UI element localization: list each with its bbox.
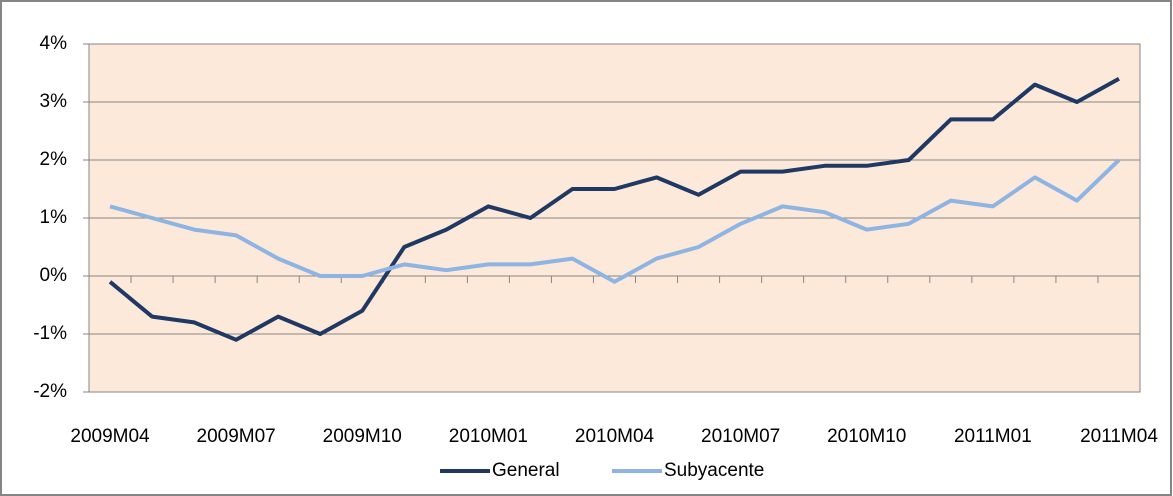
x-tick-label: 2009M04 [70,426,150,447]
y-tick-label: 2% [40,149,68,170]
legend-label: Subyacente [664,460,764,481]
y-tick-label: 0% [40,265,68,286]
x-tick-label: 2011M01 [954,426,1032,447]
x-tick-label: 2010M01 [449,426,528,447]
x-tick-label: 2009M10 [323,426,402,447]
y-tick-label: -1% [33,323,67,344]
y-tick-label: 3% [40,91,68,112]
legend-label: General [492,460,560,481]
y-tick-label: 1% [40,207,68,228]
x-tick-label: 2010M04 [575,426,655,447]
series-line [109,158,1121,284]
y-tick-label: -2% [33,381,67,402]
x-tick-label: 2010M10 [827,426,906,447]
x-tick-label: 2011M04 [1080,426,1158,447]
x-tick-label: 2010M07 [701,426,780,447]
x-tick-label: 2009M07 [197,426,276,447]
series-line [108,77,1120,342]
y-tick-label: 4% [40,33,68,54]
